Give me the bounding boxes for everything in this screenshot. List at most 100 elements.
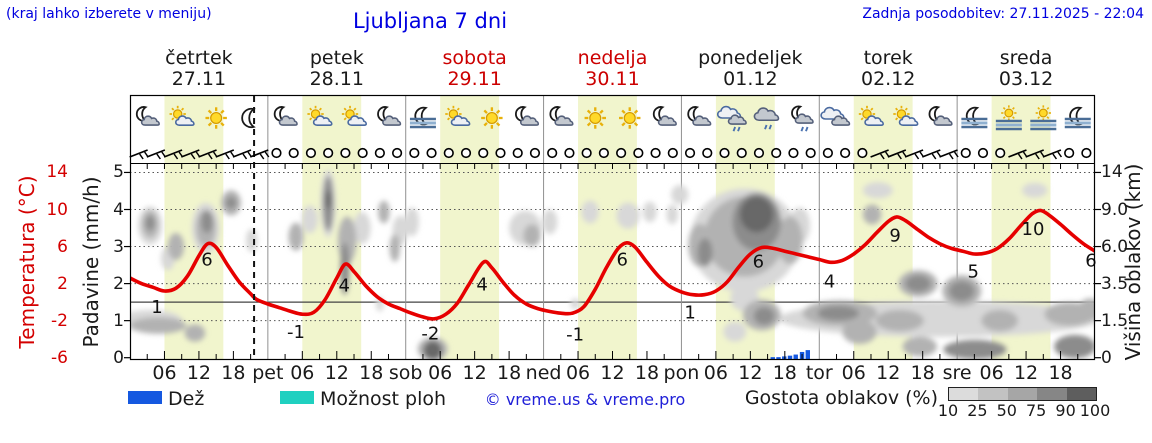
wind-barb-icon [129,149,149,160]
cloud-density-segment [1037,388,1067,400]
hour-label: 06 [979,362,1004,384]
wind-calm-icon [529,147,541,159]
precipitation-tick-label: 5 [113,162,124,183]
wind-calm-icon [478,147,489,159]
temperature-value-label: 5 [967,262,978,283]
cloud-drizzle-icon [753,107,780,130]
moon-cloud-icon [549,106,574,126]
day-date: 30.11 [585,68,640,90]
wind-calm-icon [391,147,403,159]
day-date: 03.12 [998,68,1054,90]
wind-calm-icon [995,147,1006,159]
precipitation-bars [770,350,810,359]
sun-icon [205,107,227,129]
wind-calm-icon [788,147,799,159]
sun-cloud-icon [445,105,471,127]
wind-calm-icon [495,147,506,159]
wind-calm-icon [753,147,765,159]
day-abbr-label: pet [252,362,284,384]
hour-label: 12 [876,362,901,384]
hour-label: 18 [910,362,935,384]
cloud-density-tick: 75 [1026,401,1047,420]
moon-cloud-icon [377,106,402,126]
temperature-tick-label: 10 [46,199,68,220]
wind-calm-icon [288,147,299,159]
cloud-density-segment [1066,388,1096,400]
hour-label: 12 [186,362,212,384]
wind-barb-icon [249,149,270,160]
wind-calm-icon [426,147,437,159]
temperature-value-label: 4 [824,272,835,293]
day-abbr-label: sre [942,362,972,384]
temperature-value-label: 9 [889,225,900,246]
sun-icon [481,107,503,129]
temperature-tick-label: 2 [57,273,68,294]
temperature-value-label: -1 [566,325,584,346]
sun-icon [584,107,606,129]
cloud-height-tick-label: 0 [1101,347,1112,368]
precipitation-tick-label: 3 [113,236,124,257]
wind-barb-icon [1042,149,1063,160]
precipitation-tick-label: 4 [113,199,124,220]
clouds-drizzle-icon [716,105,747,132]
wind-calm-icon [323,147,334,159]
hour-label: 18 [772,362,797,384]
sun-fog-icon [1030,105,1057,131]
hour-label: 06 [841,362,866,384]
day-name: sreda [999,47,1053,69]
hour-label: 12 [738,362,763,384]
cloud-density-segment [949,388,979,400]
temperature-value-label: 4 [339,275,350,296]
day-name: ponedeljek [698,47,803,69]
cloud-height-tick-label: 3.5 [1101,273,1129,294]
sun-cloud-icon [893,105,919,127]
hour-label: 18 [634,362,660,384]
cloud-height-tick-label: 9.0 [1101,199,1129,220]
wind-calm-icon [771,147,782,159]
wind-calm-icon [857,147,868,159]
wind-calm-icon [357,147,368,159]
hour-label: 06 [565,362,591,384]
cloud-density-tick: 50 [996,401,1017,420]
cloud-density-label: Gostota oblakov (%) [744,387,938,409]
temperature-value-label: -2 [421,324,439,345]
moon-fog-icon [409,106,436,129]
wind-barb-icon [921,149,942,160]
hour-label: 18 [1048,362,1073,384]
temperature-value-label: 6 [617,250,628,271]
day-header: torek 02.12 [819,48,957,90]
temperature-value-label: 1 [684,302,695,323]
temperature-value-label: 4 [476,275,487,296]
day-name: torek [863,47,913,69]
day-name: nedelja [577,47,648,69]
wind-calm-icon [564,147,575,159]
sun-cloud-icon [858,105,884,127]
wind-calm-icon [581,147,592,159]
moon-fog-icon [1064,106,1091,129]
wind-calm-icon [736,147,747,159]
day-header: sreda 03.12 [957,48,1095,90]
wind-calm-icon [443,147,454,159]
cloud-height-tick-label: 14 [1101,162,1123,183]
temperature-value-label: 6 [201,250,212,271]
cloud-density-tick: 90 [1055,401,1076,420]
sun-cloud-icon [341,105,368,127]
day-header: sobota 29.11 [406,48,544,90]
day-abbr-label: ned [525,362,562,384]
wind-calm-icon [805,147,816,159]
wind-calm-icon [271,147,282,159]
cloud-density-segment [1007,388,1038,400]
precipitation-tick-label: 2 [113,273,124,294]
day-name: četrtek [165,47,233,69]
wind-calm-icon [409,147,420,159]
wind-calm-icon [702,147,713,159]
day-abbr-label: pon [663,362,700,384]
wind-calm-icon [374,147,385,159]
wind-calm-icon [1081,147,1092,159]
copyright-link[interactable]: © vreme.us & vreme.pro [484,390,686,409]
moon-fog-icon [961,106,988,129]
legend-showers-label: Možnost ploh [320,388,447,410]
cloud-height-tick-label: 1.5 [1101,310,1129,331]
day-header: četrtek 27.11 [130,48,268,90]
